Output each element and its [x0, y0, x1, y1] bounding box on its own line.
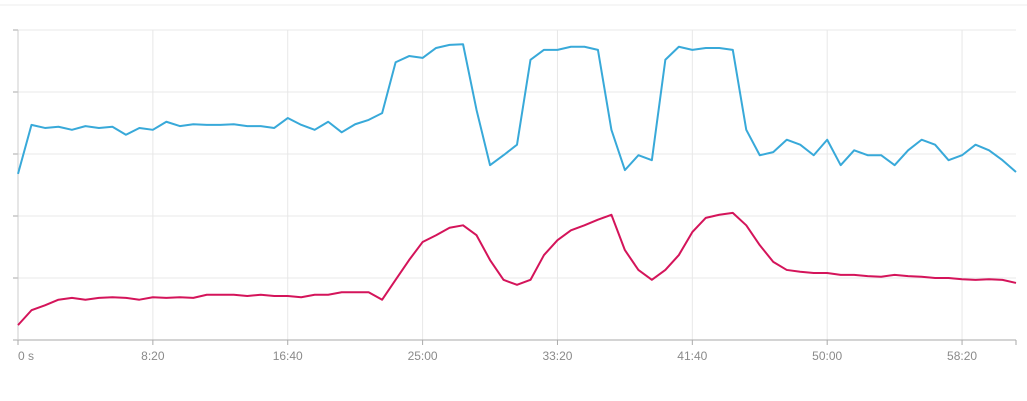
x-tick-label: 58:20	[947, 349, 977, 363]
x-tick-label: 50:00	[812, 349, 842, 363]
x-tick-label: 25:00	[408, 349, 438, 363]
line-series	[17, 43, 1017, 175]
x-tick-label: 41:40	[677, 349, 707, 363]
line-series	[17, 211, 1017, 326]
x-tick-label: 8:20	[141, 349, 165, 363]
x-tick-label: 0 s	[18, 349, 34, 363]
x-tick-label: 33:20	[542, 349, 572, 363]
x-tick-label: 16:40	[273, 349, 303, 363]
